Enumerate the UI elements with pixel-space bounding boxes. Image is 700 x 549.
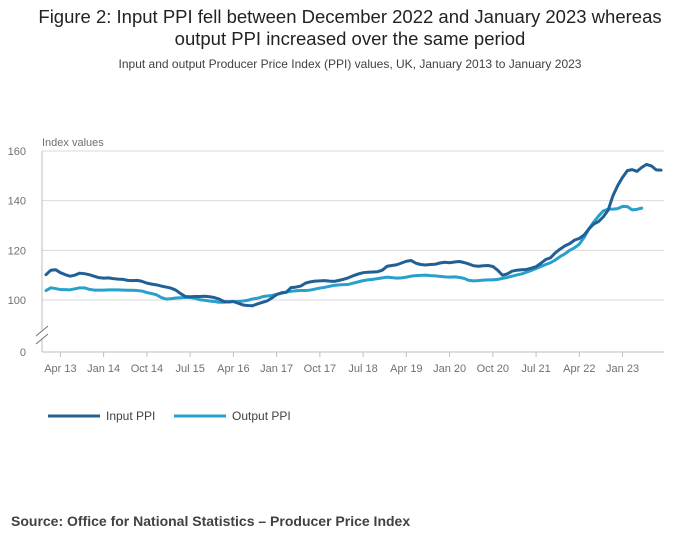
legend: Input PPI Output PPI — [48, 409, 291, 423]
y-tick-label: 100 — [8, 295, 26, 307]
x-tick-label: Apr 16 — [217, 363, 249, 375]
y-tick-label: 160 — [8, 146, 26, 158]
chart-title: Figure 2: Input PPI fell between Decembe… — [0, 6, 700, 50]
x-tick-label: Oct 17 — [304, 363, 336, 375]
chart-subtitle: Input and output Producer Price Index (P… — [118, 57, 582, 71]
x-tick-label: Oct 20 — [477, 363, 509, 375]
y-tick-label: 0 — [20, 347, 26, 359]
x-tick-label: Jan 20 — [433, 363, 466, 375]
y-axis-break-mark — [35, 333, 49, 345]
legend-label: Output PPI — [232, 409, 291, 423]
source-note: Source: Office for National Statistics –… — [11, 513, 411, 529]
y-axis-label: Index values — [42, 137, 104, 149]
x-tick-label: Apr 22 — [563, 363, 595, 375]
x-tick-label: Apr 13 — [44, 363, 76, 375]
x-tick-label: Jul 18 — [348, 363, 377, 375]
y-axis-break-mark — [35, 325, 49, 337]
x-tick-label: Jul 21 — [521, 363, 550, 375]
grid-lines — [42, 150, 664, 353]
x-tick-label: Apr 19 — [390, 363, 422, 375]
y-tick-label: 120 — [8, 245, 26, 257]
x-tick-label: Jan 23 — [606, 363, 639, 375]
x-tick-label: Jan 14 — [87, 363, 120, 375]
chart-title-line-1: Figure 2: Input PPI fell between Decembe… — [38, 6, 662, 27]
chart-title-line-2: output PPI increased over the same perio… — [174, 28, 526, 49]
series-line-output-ppi — [44, 204, 644, 304]
y-tick-label: 140 — [8, 196, 26, 208]
x-tick-label: Oct 14 — [131, 363, 163, 375]
series-line-input-ppi — [44, 162, 663, 308]
x-tick-label: Jul 15 — [175, 363, 204, 375]
legend-label: Input PPI — [106, 409, 155, 423]
x-tick-label: Jan 17 — [260, 363, 293, 375]
x-axis: Apr 13 Jan 14 Oct 14 Jul 15 Apr 16 Jan 17 Oct … — [44, 352, 639, 375]
y-axis: Index values 0 100 120 140 160 — [8, 137, 105, 359]
series-lines — [44, 162, 663, 308]
